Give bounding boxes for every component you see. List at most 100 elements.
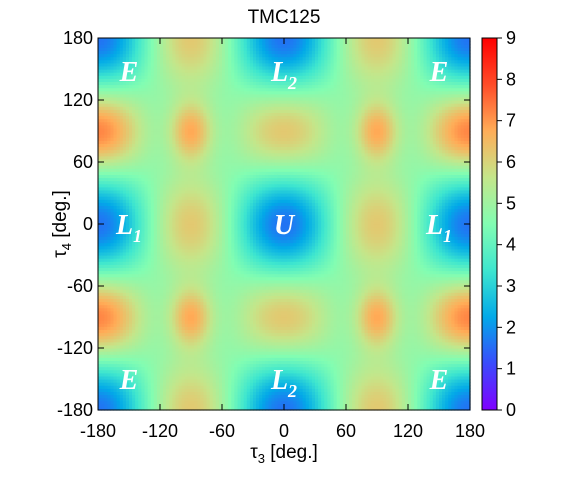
heatmap-cell <box>225 205 229 210</box>
heatmap-cell <box>156 53 161 58</box>
heatmap-cell <box>156 50 161 55</box>
heatmap-cell <box>156 338 161 343</box>
heatmap-cell <box>225 403 229 408</box>
heatmap-cell <box>181 307 186 312</box>
heatmap-cell <box>104 338 108 343</box>
heatmap-cell <box>132 115 136 120</box>
heatmap-cell <box>166 152 170 157</box>
heatmap-cell <box>147 121 152 126</box>
heatmap-cell <box>181 134 186 138</box>
heatmap-cell <box>113 100 118 104</box>
heatmap-cell <box>125 388 130 392</box>
heatmap-cell <box>166 304 170 309</box>
heatmap-cell <box>163 143 167 148</box>
heatmap-cell <box>144 236 149 241</box>
heatmap-cell <box>178 217 183 222</box>
heatmap-cell <box>132 106 136 110</box>
heatmap-cell <box>141 382 146 386</box>
heatmap-cell <box>160 174 164 179</box>
heatmap-cell <box>98 62 102 67</box>
heatmap-cell <box>153 329 158 334</box>
heatmap-cell <box>107 183 111 188</box>
heatmap-cell <box>160 369 164 374</box>
heatmap-cell <box>110 41 115 45</box>
heatmap-cell <box>206 286 211 290</box>
heatmap-cell <box>178 137 183 141</box>
heatmap-cell <box>160 56 164 61</box>
heatmap-cell <box>144 162 149 166</box>
heatmap-cell <box>175 183 180 188</box>
heatmap-cell <box>191 313 195 318</box>
heatmap-cell <box>197 90 201 95</box>
heatmap-cell <box>212 75 217 79</box>
heatmap-cell <box>172 171 177 175</box>
heatmap-cell <box>113 152 118 157</box>
heatmap-cell <box>178 100 183 104</box>
heatmap-cell <box>197 326 201 330</box>
heatmap-cell <box>212 255 217 259</box>
heatmap-cell <box>156 217 161 222</box>
heatmap-cell <box>194 220 198 225</box>
heatmap-cell <box>160 307 164 312</box>
heatmap-cell <box>138 90 142 95</box>
heatmap-cell <box>197 162 201 166</box>
heatmap-cell <box>156 403 161 408</box>
heatmap-cell <box>206 261 211 265</box>
heatmap-cell <box>116 174 121 179</box>
heatmap-cell <box>147 379 152 383</box>
heatmap-cell <box>163 38 167 42</box>
heatmap-cell <box>200 245 204 250</box>
heatmap-cell <box>110 112 115 117</box>
heatmap-cell <box>212 69 217 73</box>
heatmap-cell <box>172 103 177 107</box>
heatmap-cell <box>169 338 173 343</box>
heatmap-cell <box>169 341 173 346</box>
heatmap-cell <box>218 81 223 86</box>
heatmap-cell <box>122 310 127 315</box>
heatmap-cell <box>181 53 186 58</box>
heatmap-cell <box>119 189 124 194</box>
heatmap-cell <box>163 379 167 383</box>
heatmap-cell <box>104 177 108 182</box>
heatmap-cell <box>215 366 220 371</box>
heatmap-cell <box>147 180 152 185</box>
heatmap-cell <box>138 205 142 210</box>
heatmap-cell <box>209 214 214 219</box>
heatmap-cell <box>172 124 177 129</box>
heatmap-cell <box>181 158 186 163</box>
heatmap-cell <box>178 224 183 228</box>
heatmap-cell <box>104 165 108 169</box>
heatmap-cell <box>163 295 167 299</box>
heatmap-cell <box>215 385 220 389</box>
heatmap-cell <box>110 137 115 141</box>
heatmap-cell <box>178 127 183 132</box>
heatmap-cell <box>153 208 158 213</box>
heatmap-cell <box>119 208 124 213</box>
heatmap-cell <box>132 205 136 210</box>
heatmap-cell <box>206 149 211 154</box>
heatmap-cell <box>172 174 177 179</box>
heatmap-cell <box>119 224 124 228</box>
heatmap-cell <box>215 261 220 265</box>
heatmap-cell <box>181 276 186 281</box>
heatmap-cell <box>181 326 186 330</box>
heatmap-cell <box>222 230 226 234</box>
heatmap-cell <box>98 251 102 256</box>
heatmap-cell <box>132 344 136 349</box>
heatmap-cell <box>132 158 136 163</box>
heatmap-cell <box>138 171 142 175</box>
heatmap-cell <box>200 267 204 272</box>
heatmap-cell <box>163 202 167 206</box>
heatmap-cell <box>197 385 201 389</box>
heatmap-cell <box>153 360 158 365</box>
heatmap-cell <box>129 106 133 110</box>
heatmap-cell <box>107 301 111 306</box>
heatmap-cell <box>203 214 208 219</box>
heatmap-cell <box>98 320 102 324</box>
heatmap-cell <box>101 360 105 365</box>
heatmap-cell <box>197 112 201 117</box>
heatmap-cell <box>184 165 189 169</box>
heatmap-cell <box>104 341 108 346</box>
heatmap-cell <box>113 115 118 120</box>
heatmap-cell <box>218 366 223 371</box>
